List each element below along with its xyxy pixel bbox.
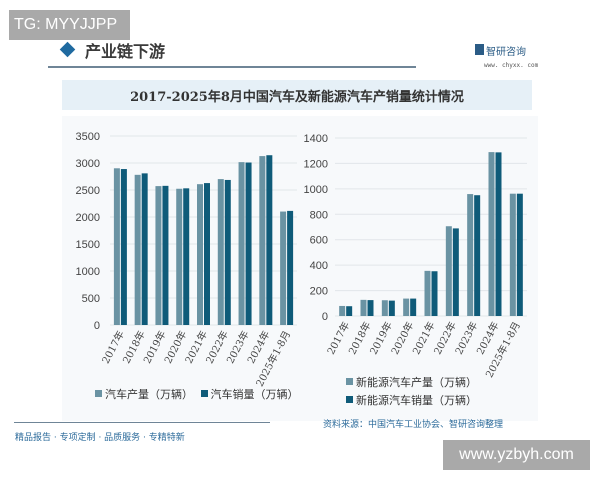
legend-swatch-production [95, 390, 102, 397]
bar-sales [120, 169, 127, 325]
bar-production [134, 174, 141, 325]
bar-sales [431, 271, 438, 316]
bar-production [113, 168, 120, 325]
y-tick-label: 400 [310, 260, 328, 272]
bar-production [217, 179, 224, 325]
y-tick-label: 1400 [304, 133, 328, 145]
bar-production [339, 305, 346, 316]
bar-production [259, 156, 266, 325]
chart-title: 2017-2025年8月中国汽车及新能源汽车产销量统计情况 [130, 90, 464, 105]
brand-logo-icon [475, 44, 484, 55]
bar-production [197, 184, 203, 325]
bar-sales [266, 155, 273, 325]
bar-sales [367, 300, 374, 316]
legend-swatch-sales [200, 390, 208, 397]
y-tick-label: 2500 [76, 185, 100, 197]
bar-production [424, 270, 431, 316]
y-tick-label: 3500 [76, 131, 100, 143]
legend-swatch-sales [346, 396, 353, 403]
bar-sales [141, 173, 148, 325]
watermark-top: TG: MYYJJPP [9, 10, 130, 40]
source-note: 资料来源：中国汽车工业协会、智研咨询整理 [323, 420, 504, 430]
y-tick-label: 1000 [304, 184, 328, 196]
bar-production [155, 186, 162, 325]
y-tick-label: 500 [82, 293, 100, 305]
bar-sales [495, 152, 502, 316]
bar-production [360, 299, 367, 316]
bar-production [488, 152, 495, 316]
y-tick-label: 200 [310, 286, 328, 298]
bar-sales [183, 188, 190, 325]
y-tick-label: 1500 [76, 239, 100, 251]
brand-name: 智研咨询 [486, 47, 526, 58]
y-tick-label: 3000 [76, 158, 100, 170]
bar-sales [516, 193, 523, 316]
brand-url: www. chyxx. com [484, 62, 539, 69]
bar-production [467, 194, 474, 316]
footer-divider [14, 422, 270, 423]
bar-sales [474, 195, 481, 316]
bar-sales [287, 210, 294, 325]
bar-sales [452, 228, 459, 316]
title-background [62, 80, 532, 110]
y-tick-label: 0 [322, 311, 328, 323]
watermark-bottom: www.yzbyh.com [443, 440, 590, 470]
bar-sales [388, 300, 395, 316]
y-tick-label: 600 [310, 235, 328, 247]
y-tick-label: 0 [94, 320, 100, 332]
y-tick-label: 1200 [304, 158, 328, 170]
bar-production [445, 226, 452, 316]
y-tick-label: 1000 [76, 266, 100, 278]
bar-production [509, 193, 516, 316]
bar-production [381, 300, 388, 316]
y-tick-label: 800 [310, 209, 328, 221]
bar-production [403, 298, 410, 316]
bar-sales [245, 162, 252, 325]
legend-label: 新能源汽车产量（万辆） [356, 376, 477, 389]
bar-sales [224, 179, 231, 325]
legend-label: 新能源汽车销量（万辆） [356, 394, 477, 407]
legend-left: 汽车产量（万辆） 汽车销量（万辆） [95, 386, 299, 402]
y-tick-label: 2000 [76, 212, 100, 224]
legend-right: 新能源汽车产量（万辆） 新能源汽车销量（万辆） [346, 374, 477, 410]
section-title: 产业链下游 [85, 42, 166, 61]
footer-slogan: 精品报告 · 专项定制 · 品质服务 · 专精特新 [15, 433, 185, 443]
bar-production [176, 188, 183, 325]
header-divider [48, 66, 416, 68]
legend-label: 汽车产量（万辆） [105, 388, 193, 401]
legend-label: 汽车销量（万辆） [210, 388, 299, 401]
bar-production [238, 162, 245, 325]
bar-sales [204, 183, 210, 325]
legend-swatch-production [346, 378, 353, 385]
bar-sales [410, 298, 417, 316]
bar-sales [162, 185, 169, 325]
bar-production [280, 211, 287, 325]
bar-sales [346, 306, 353, 316]
